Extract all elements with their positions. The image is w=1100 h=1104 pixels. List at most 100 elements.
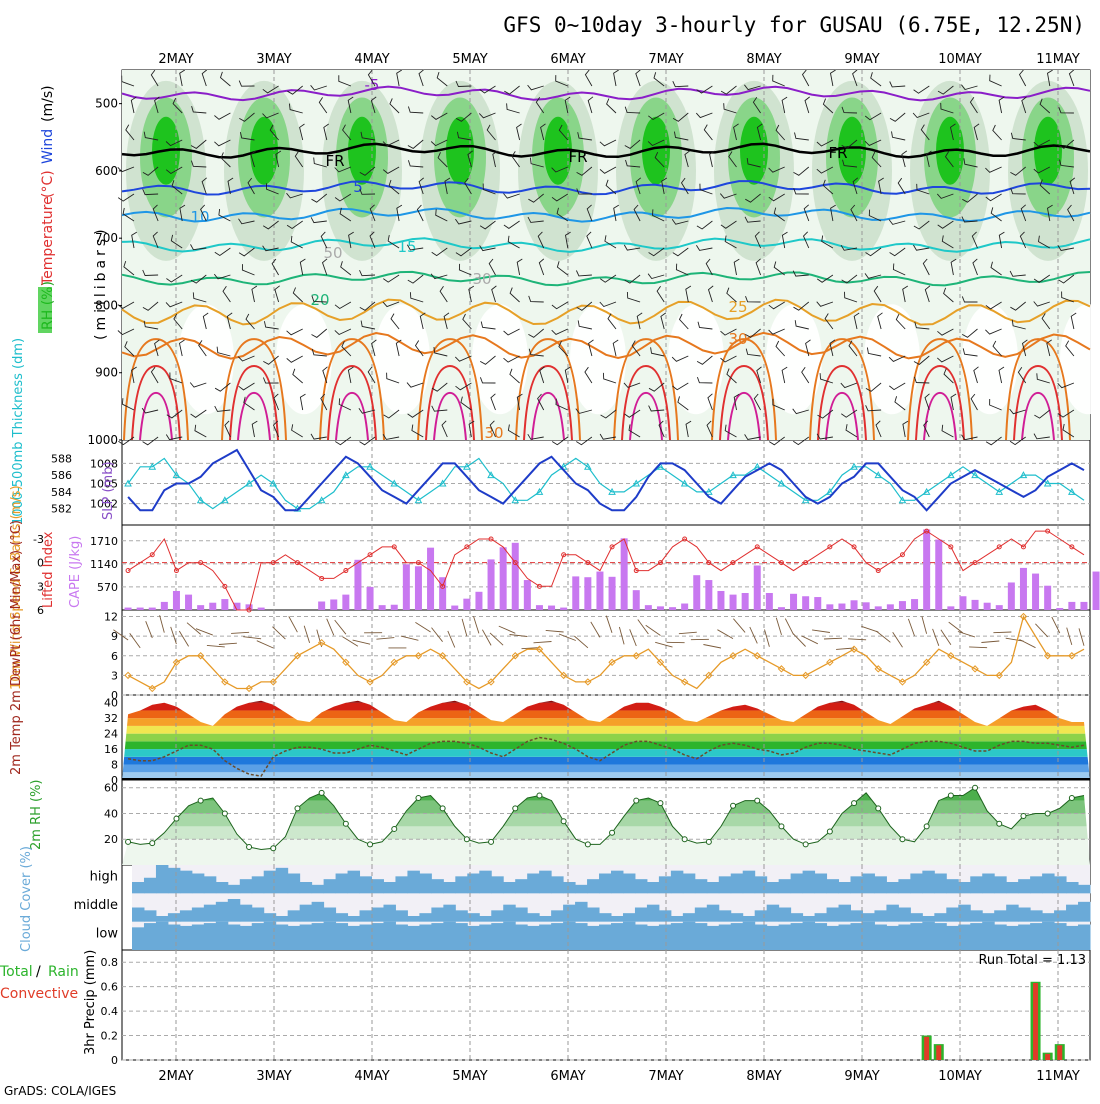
cape-bar xyxy=(826,604,833,610)
surface-wind-barb xyxy=(304,626,309,643)
pressure-axis-title: (millibars) xyxy=(93,225,109,340)
cloud-high-bar xyxy=(851,876,863,893)
surface-wind-barb xyxy=(638,620,649,635)
cape-bar xyxy=(681,604,688,610)
rh-point xyxy=(126,839,131,844)
rh-tick: 60 xyxy=(104,782,118,795)
cloud-low-bar xyxy=(755,925,767,951)
cloud-middle-bar xyxy=(1078,902,1090,922)
surface-wind-barb xyxy=(160,615,165,632)
cape-bar xyxy=(899,601,906,610)
rh-point xyxy=(1069,796,1074,801)
cape-bar xyxy=(754,565,761,610)
cloud-high-bar xyxy=(324,879,336,893)
cloud-middle-bar xyxy=(743,916,755,922)
cape-bar xyxy=(621,538,628,610)
surface-wind-barb xyxy=(335,620,346,634)
cape-bar xyxy=(379,605,386,610)
cloud-high-bar xyxy=(431,879,443,893)
cloud-high-bar xyxy=(527,874,539,894)
rh-band xyxy=(122,813,1090,826)
cape-bar xyxy=(524,580,531,610)
cloud-high-bar xyxy=(994,876,1006,893)
cloud-high-bar xyxy=(1018,879,1030,893)
cape-bar xyxy=(669,607,676,610)
precip-convective-bar xyxy=(936,1045,941,1060)
cloud-low-bar xyxy=(791,923,803,950)
slp-axis-title: SLP (mb) xyxy=(101,461,116,520)
cloud-high-bar xyxy=(312,885,324,894)
cape-bar xyxy=(911,599,918,610)
cloud-low-bar xyxy=(970,923,982,950)
cloud-middle-bar xyxy=(168,913,180,922)
rh-point xyxy=(779,824,784,829)
date-label-top: 7MAY xyxy=(648,52,683,67)
cloud-middle-bar xyxy=(383,905,395,922)
date-label-bottom: 9MAY xyxy=(844,1069,879,1084)
cloud-middle-bar xyxy=(300,905,312,922)
cloud-low-bar xyxy=(1078,925,1090,951)
pressure-tick: 900 xyxy=(95,366,118,380)
cloud-high-bar xyxy=(898,879,910,893)
cloud-low-bar xyxy=(515,925,527,951)
cloud-middle-bar xyxy=(563,905,575,922)
cape-bar xyxy=(415,566,422,610)
cape-bar xyxy=(560,608,567,610)
rh-point xyxy=(706,839,711,844)
cloud-middle-bar xyxy=(1042,913,1054,922)
cloud-high-bar xyxy=(934,874,946,894)
wind-speed-line xyxy=(128,617,1084,689)
cloud-high-bar xyxy=(419,874,431,894)
cloud-low-bar xyxy=(827,926,839,950)
cloud-middle-bar xyxy=(815,913,827,922)
cloud-middle-bar xyxy=(515,908,527,922)
cloud-low-bar xyxy=(982,922,994,950)
cloud-middle-bar xyxy=(407,916,419,922)
surface-wind-barb xyxy=(993,632,1011,633)
cloud-low-bar xyxy=(527,926,539,950)
cape-bar xyxy=(923,529,930,610)
cape-bar xyxy=(173,591,180,610)
cape-bar xyxy=(766,593,773,610)
cloud-high-bar xyxy=(216,882,228,893)
cape-bar xyxy=(1056,608,1063,610)
cape-bar xyxy=(717,591,724,610)
rh-point xyxy=(852,801,857,806)
date-label-bottom: 10MAY xyxy=(938,1069,982,1084)
temp-axis-title: 2m Temp 2m DewPt (6hr Min/Max) (°C) xyxy=(9,520,24,775)
surface-wind-barb xyxy=(376,638,394,640)
surface-wind-barb xyxy=(949,622,963,633)
date-label-bottom: 3MAY xyxy=(256,1069,291,1084)
cloud-middle-bar xyxy=(970,910,982,921)
cloud-high-bar xyxy=(1066,882,1078,893)
cloud-high-bar xyxy=(300,882,312,893)
rh-point xyxy=(537,793,542,798)
temp-band xyxy=(122,695,1090,703)
cloud-low-bar xyxy=(599,925,611,951)
thickness-tick: 588 xyxy=(51,452,72,465)
precip-tick: 0.4 xyxy=(101,1005,119,1018)
rh-point xyxy=(1021,814,1026,819)
cloud-middle-bar xyxy=(1030,910,1042,921)
surface-wind-barb xyxy=(289,616,298,632)
cloud-high-bar xyxy=(1006,882,1018,893)
rh-point xyxy=(513,806,518,811)
cloud-middle-bar xyxy=(803,916,815,922)
cloud-middle-bar xyxy=(683,913,695,922)
cape-bar xyxy=(633,590,640,610)
footer-credit: GrADS: COLA/IGES xyxy=(4,1084,116,1098)
cloud-low-bar xyxy=(479,925,491,951)
cloud-high-bar xyxy=(1078,885,1090,894)
surface-wind-barb xyxy=(861,626,878,632)
upper-ylabel-part: Wind xyxy=(40,129,56,164)
cloud-high-bar xyxy=(611,871,623,894)
surface-wind-barb xyxy=(243,637,261,639)
cape-bar xyxy=(548,606,555,610)
cape-bar xyxy=(790,594,797,610)
rh-point xyxy=(827,829,832,834)
cloud-low-bar xyxy=(336,923,348,950)
surface-wind-barb xyxy=(941,630,951,645)
cape-bar xyxy=(367,587,374,610)
cloud-low-bar xyxy=(994,925,1006,951)
